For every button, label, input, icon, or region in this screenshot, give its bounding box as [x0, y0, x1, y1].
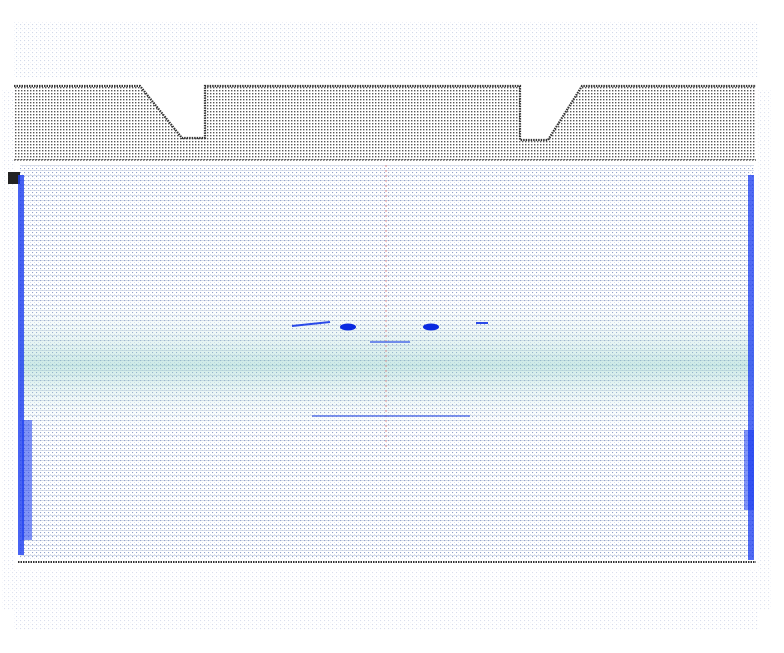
side-walls-near-points	[18, 175, 754, 560]
highlight-blobs	[291, 321, 488, 417]
frame-top-dark-points	[8, 84, 756, 184]
outer-sparse-points	[2, 22, 772, 630]
room-floor-points	[20, 165, 754, 560]
